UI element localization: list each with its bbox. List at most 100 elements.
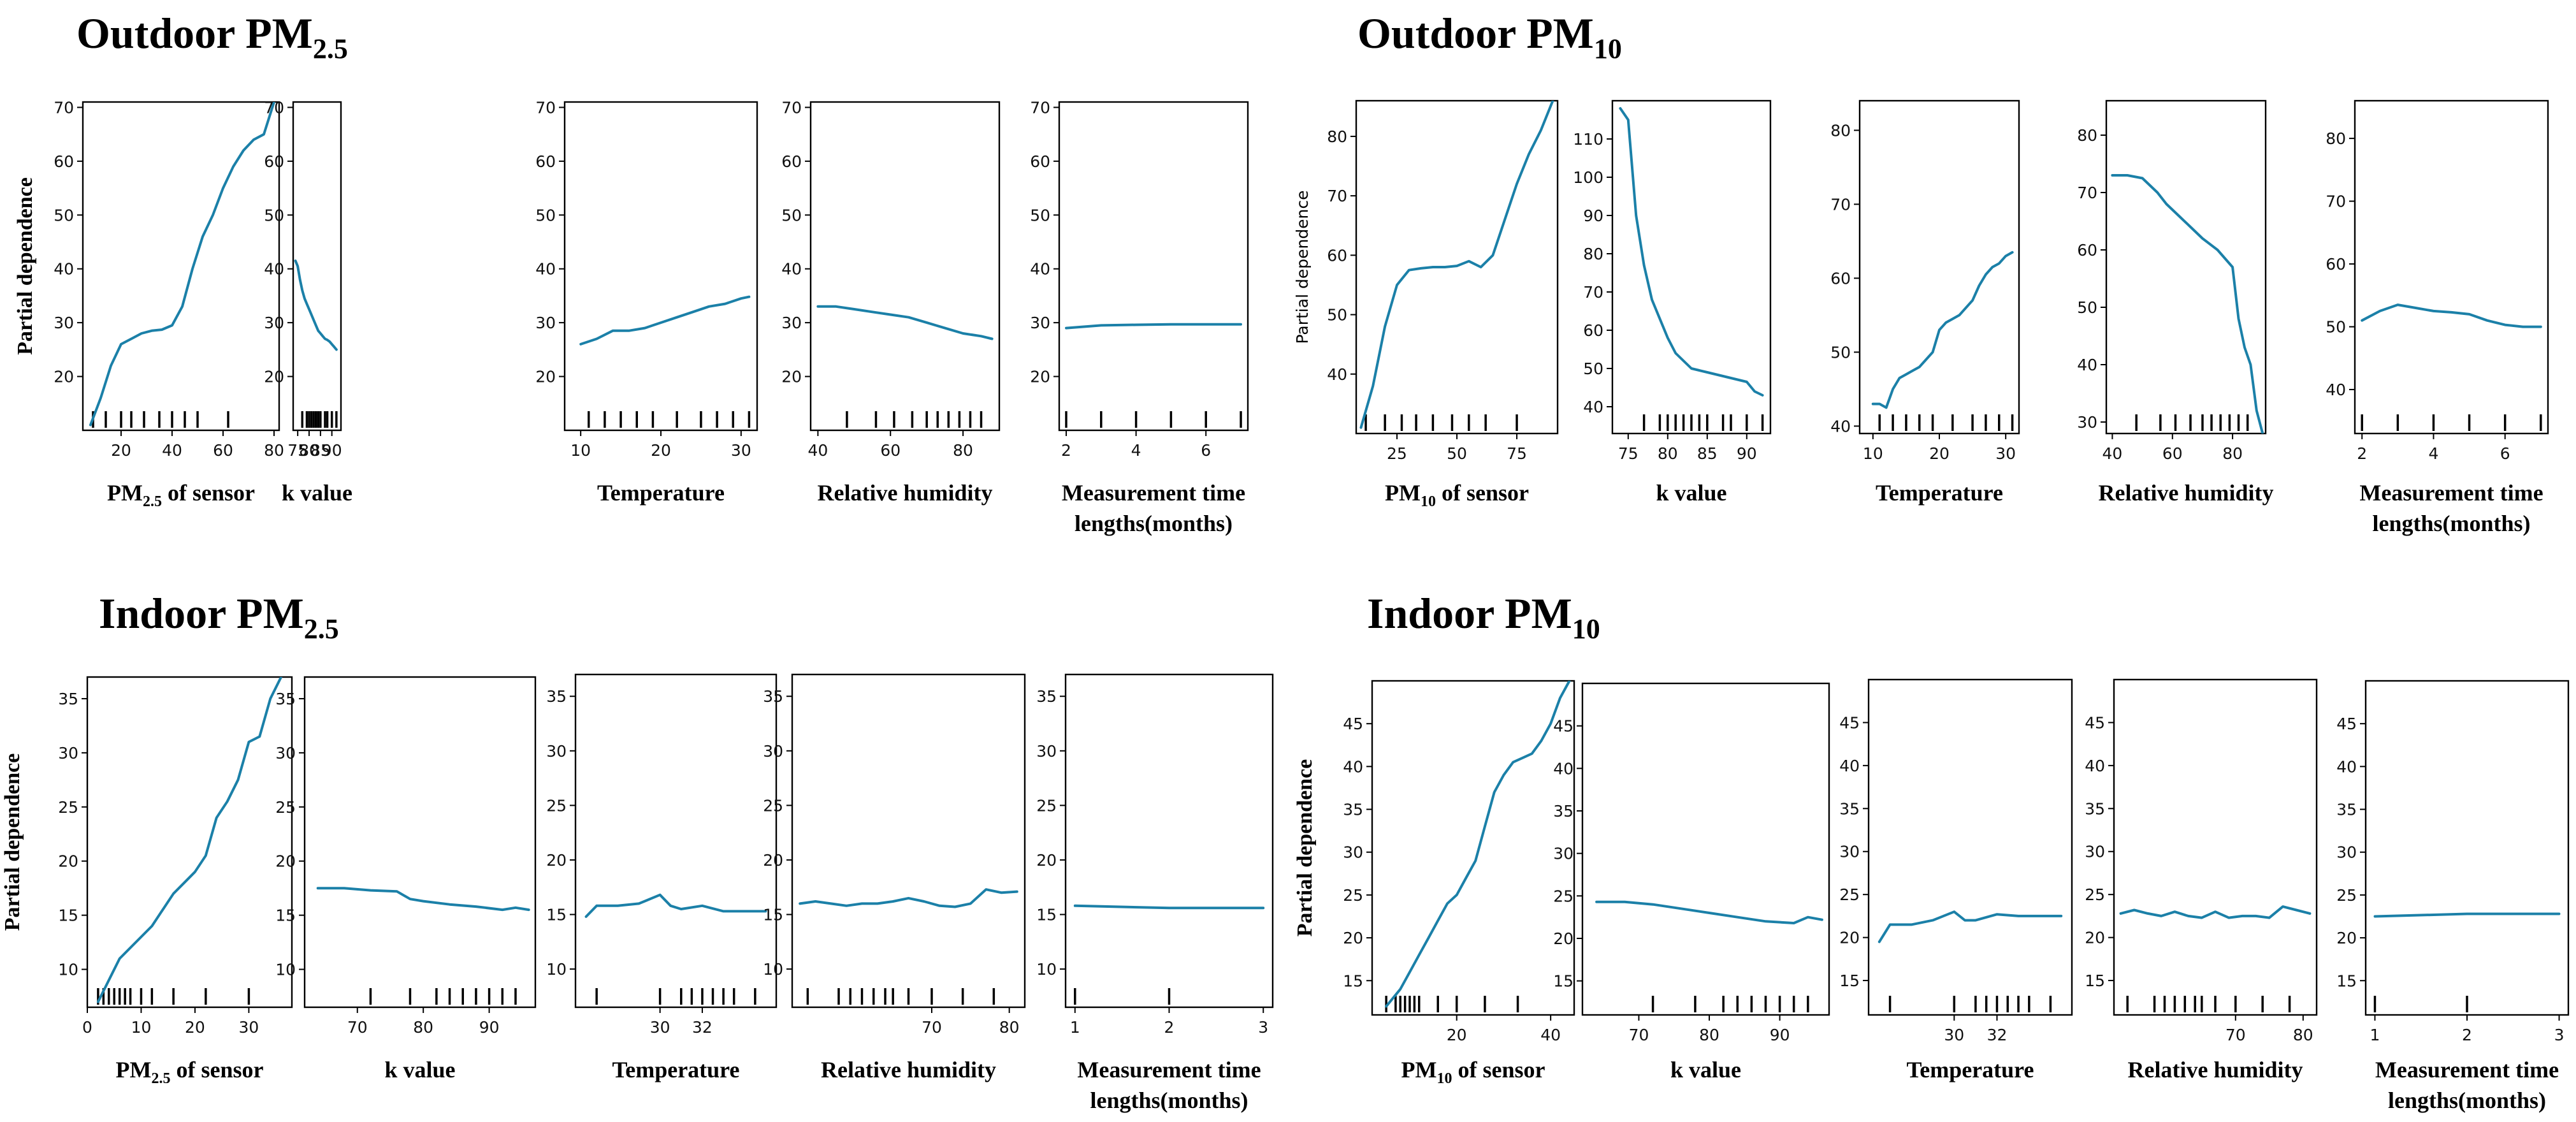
y-tick-label: 30 — [1036, 742, 1057, 761]
panel-group-0: Outdoor PM2.5 Partial dependence 20 30 40 50 6… — [13, 9, 1249, 536]
pd-curve — [1595, 900, 1823, 924]
y-tick-label: 30 — [2085, 843, 2105, 861]
y-tick-label: 60 — [1583, 321, 1603, 340]
y-tick-label: 10 — [546, 960, 567, 979]
x-axis-label: PM10 of sensor — [1401, 1057, 1545, 1087]
pd-curve — [816, 305, 994, 340]
y-tick-label: 10 — [275, 961, 296, 979]
y-tick-label: 20 — [1343, 929, 1363, 947]
subplot-1: 40 50 60 70 80 90 100 110 75 80 85 90 k value — [1573, 99, 1772, 506]
y-tick-label: 20 — [1553, 929, 1574, 948]
y-tick-label: 15 — [2085, 972, 2105, 990]
y-tick-label: 20 — [781, 368, 802, 386]
x-tick-label: 70 — [2225, 1026, 2246, 1044]
subplot-0: 10 15 20 25 30 35 0 10 20 30 PM2.5 of sensor — [58, 676, 293, 1087]
y-tick-label: 110 — [1573, 130, 1603, 149]
y-tick-label: 35 — [763, 687, 783, 706]
x-axis-label: Measurement time — [1062, 480, 1245, 506]
y-tick-label: 45 — [2336, 715, 2357, 733]
y-tick-label: 25 — [1553, 887, 1574, 905]
y-tick-label: 20 — [2085, 929, 2105, 947]
y-tick-label: 50 — [54, 206, 74, 224]
x-tick-label: 2 — [1164, 1018, 1175, 1037]
y-tick-label: 25 — [763, 796, 783, 815]
x-tick-label: 70 — [347, 1018, 368, 1037]
x-tick-label: 10 — [131, 1018, 152, 1037]
y-tick-label: 20 — [264, 368, 284, 386]
x-tick-label: 60 — [880, 441, 901, 460]
x-tick-label: 6 — [2500, 444, 2510, 463]
x-tick-label: 32 — [692, 1018, 713, 1037]
y-tick-label: 30 — [54, 314, 74, 332]
x-tick-label: 90 — [479, 1018, 500, 1037]
pd-curve — [2111, 174, 2264, 433]
y-tick-label: 50 — [2326, 318, 2346, 337]
pd-curve — [584, 893, 767, 918]
x-tick-label: 40 — [162, 441, 182, 460]
y-tick-label: 100 — [1573, 168, 1603, 187]
subplot-3: 30 40 50 60 70 80 40 60 80 Relative humidity — [2077, 99, 2274, 506]
x-tick-label: 80 — [1699, 1026, 1719, 1044]
y-tick-label: 70 — [2077, 184, 2097, 202]
pd-curve — [2373, 912, 2561, 918]
x-tick-label: 60 — [2162, 444, 2183, 463]
pd-curve — [1619, 107, 1764, 397]
x-tick-label: 3 — [2554, 1026, 2565, 1044]
y-tick-label: 20 — [546, 851, 567, 870]
y-tick-label: 40 — [2336, 757, 2357, 776]
y-tick-label: 35 — [1839, 799, 1860, 818]
x-tick-label: 90 — [1737, 444, 1757, 463]
x-axis-label: Temperature — [597, 480, 725, 506]
x-tick-label: 20 — [111, 441, 131, 460]
x-axis-label: Temperature — [1907, 1057, 2034, 1082]
pd-curve — [1359, 101, 1554, 429]
y-tick-label: 40 — [1553, 759, 1574, 778]
y-tick-label: 40 — [54, 260, 74, 279]
x-tick-label: 80 — [1658, 444, 1678, 463]
subplot-4: 15 20 25 30 35 40 45 1 2 3 Measurement time lengths… — [2336, 680, 2570, 1113]
x-tick-label: 10 — [1863, 444, 1883, 463]
x-tick-label: 25 — [1387, 444, 1407, 463]
axes-frame — [809, 101, 1001, 432]
y-tick-label: 20 — [763, 851, 783, 870]
x-tick-label: 80 — [2222, 444, 2243, 463]
y-tick-label: 60 — [2326, 255, 2346, 273]
x-tick-label: 90 — [1770, 1026, 1790, 1044]
y-tick-label: 80 — [1583, 245, 1603, 263]
y-tick-label: 20 — [535, 368, 556, 386]
subplot-3: 15 20 25 30 35 40 45 70 80 Relative humidity — [2085, 678, 2318, 1082]
y-tick-label: 40 — [1343, 757, 1363, 776]
y-tick-label: 40 — [2085, 757, 2105, 775]
y-tick-label: 30 — [58, 744, 78, 762]
x-tick-label: 4 — [1131, 441, 1141, 460]
y-tick-label: 60 — [1327, 246, 1347, 265]
y-axis-label: Partial dependence — [1293, 759, 1317, 937]
x-tick-label: 1 — [2370, 1026, 2380, 1044]
y-tick-label: 35 — [1553, 802, 1574, 820]
y-tick-label: 60 — [535, 152, 556, 171]
x-tick-label: 70 — [922, 1018, 942, 1037]
x-tick-label: 30 — [1995, 444, 2016, 463]
x-axis-label: Measurement time — [2359, 480, 2543, 506]
axes-frame — [2354, 99, 2549, 435]
x-tick-label: 2 — [2357, 444, 2367, 463]
pd-curve — [96, 677, 283, 1003]
y-axis-label: Partial dependence — [13, 177, 37, 355]
x-tick-label: 30 — [239, 1018, 259, 1037]
subplot-1: 15 20 25 30 35 40 45 70 80 90 k value — [1553, 682, 1830, 1082]
x-tick-label: 4 — [2428, 444, 2438, 463]
y-tick-label: 60 — [264, 152, 284, 171]
pd-curve — [799, 888, 1018, 908]
y-tick-label: 70 — [1327, 187, 1347, 205]
x-tick-label: 1 — [1070, 1018, 1080, 1037]
y-tick-label: 40 — [1839, 757, 1860, 775]
y-tick-label: 50 — [1830, 343, 1851, 361]
y-tick-label: 70 — [54, 98, 74, 117]
x-axis-label: Relative humidity — [818, 480, 993, 506]
y-tick-label: 70 — [2326, 193, 2346, 211]
y-tick-label: 40 — [781, 260, 802, 279]
axes-frame — [1581, 682, 1830, 1016]
x-tick-label: 2 — [1061, 441, 1071, 460]
